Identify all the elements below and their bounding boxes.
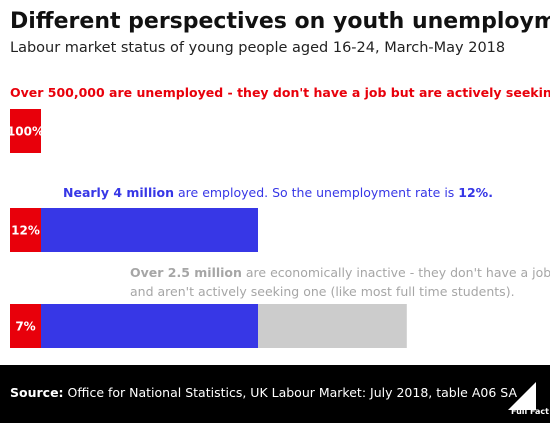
bar-segment — [10, 109, 41, 153]
source-part: Source: — [10, 385, 64, 400]
annotation-part: and aren't actively seeking one (like mo… — [130, 284, 515, 299]
annotation-part: Nearly 4 million — [63, 185, 174, 200]
annotation: Nearly 4 million are employed. So the un… — [63, 185, 493, 200]
footer — [0, 365, 550, 423]
annotation-part: 12%. — [458, 185, 493, 200]
annotation-part: are employed. So the unemployment rate i… — [174, 185, 458, 200]
chart-subtitle: Labour market status of young people age… — [10, 40, 505, 56]
annotation-part: Over 500,000 — [10, 85, 105, 100]
bar-segment — [258, 304, 407, 348]
bar-segment — [10, 304, 41, 348]
bar-label: 100% — [7, 125, 44, 139]
logo-text: Full Fact — [511, 407, 549, 416]
annotation: and aren't actively seeking one (like mo… — [130, 284, 515, 299]
logo-icon — [508, 382, 536, 410]
chart-title: Different perspectives on youth unemploy… — [10, 9, 550, 34]
annotation-part: are unemployed - they don't have a job b… — [105, 85, 550, 100]
annotation-part: Over 2.5 million — [130, 265, 242, 280]
source: Source: Office for National Statistics, … — [10, 385, 517, 400]
bar-label: 12% — [11, 224, 40, 238]
annotation-part: are economically inactive - they don't h… — [242, 265, 550, 280]
source-part: Office for National Statistics, UK Labou… — [64, 385, 518, 400]
annotation: Over 500,000 are unemployed - they don't… — [10, 85, 550, 100]
bar-segment — [10, 208, 41, 252]
bar-segment — [41, 304, 258, 348]
bar-label: 7% — [15, 320, 35, 334]
annotation: Over 2.5 million are economically inacti… — [130, 265, 550, 280]
bar-segment — [41, 208, 258, 252]
